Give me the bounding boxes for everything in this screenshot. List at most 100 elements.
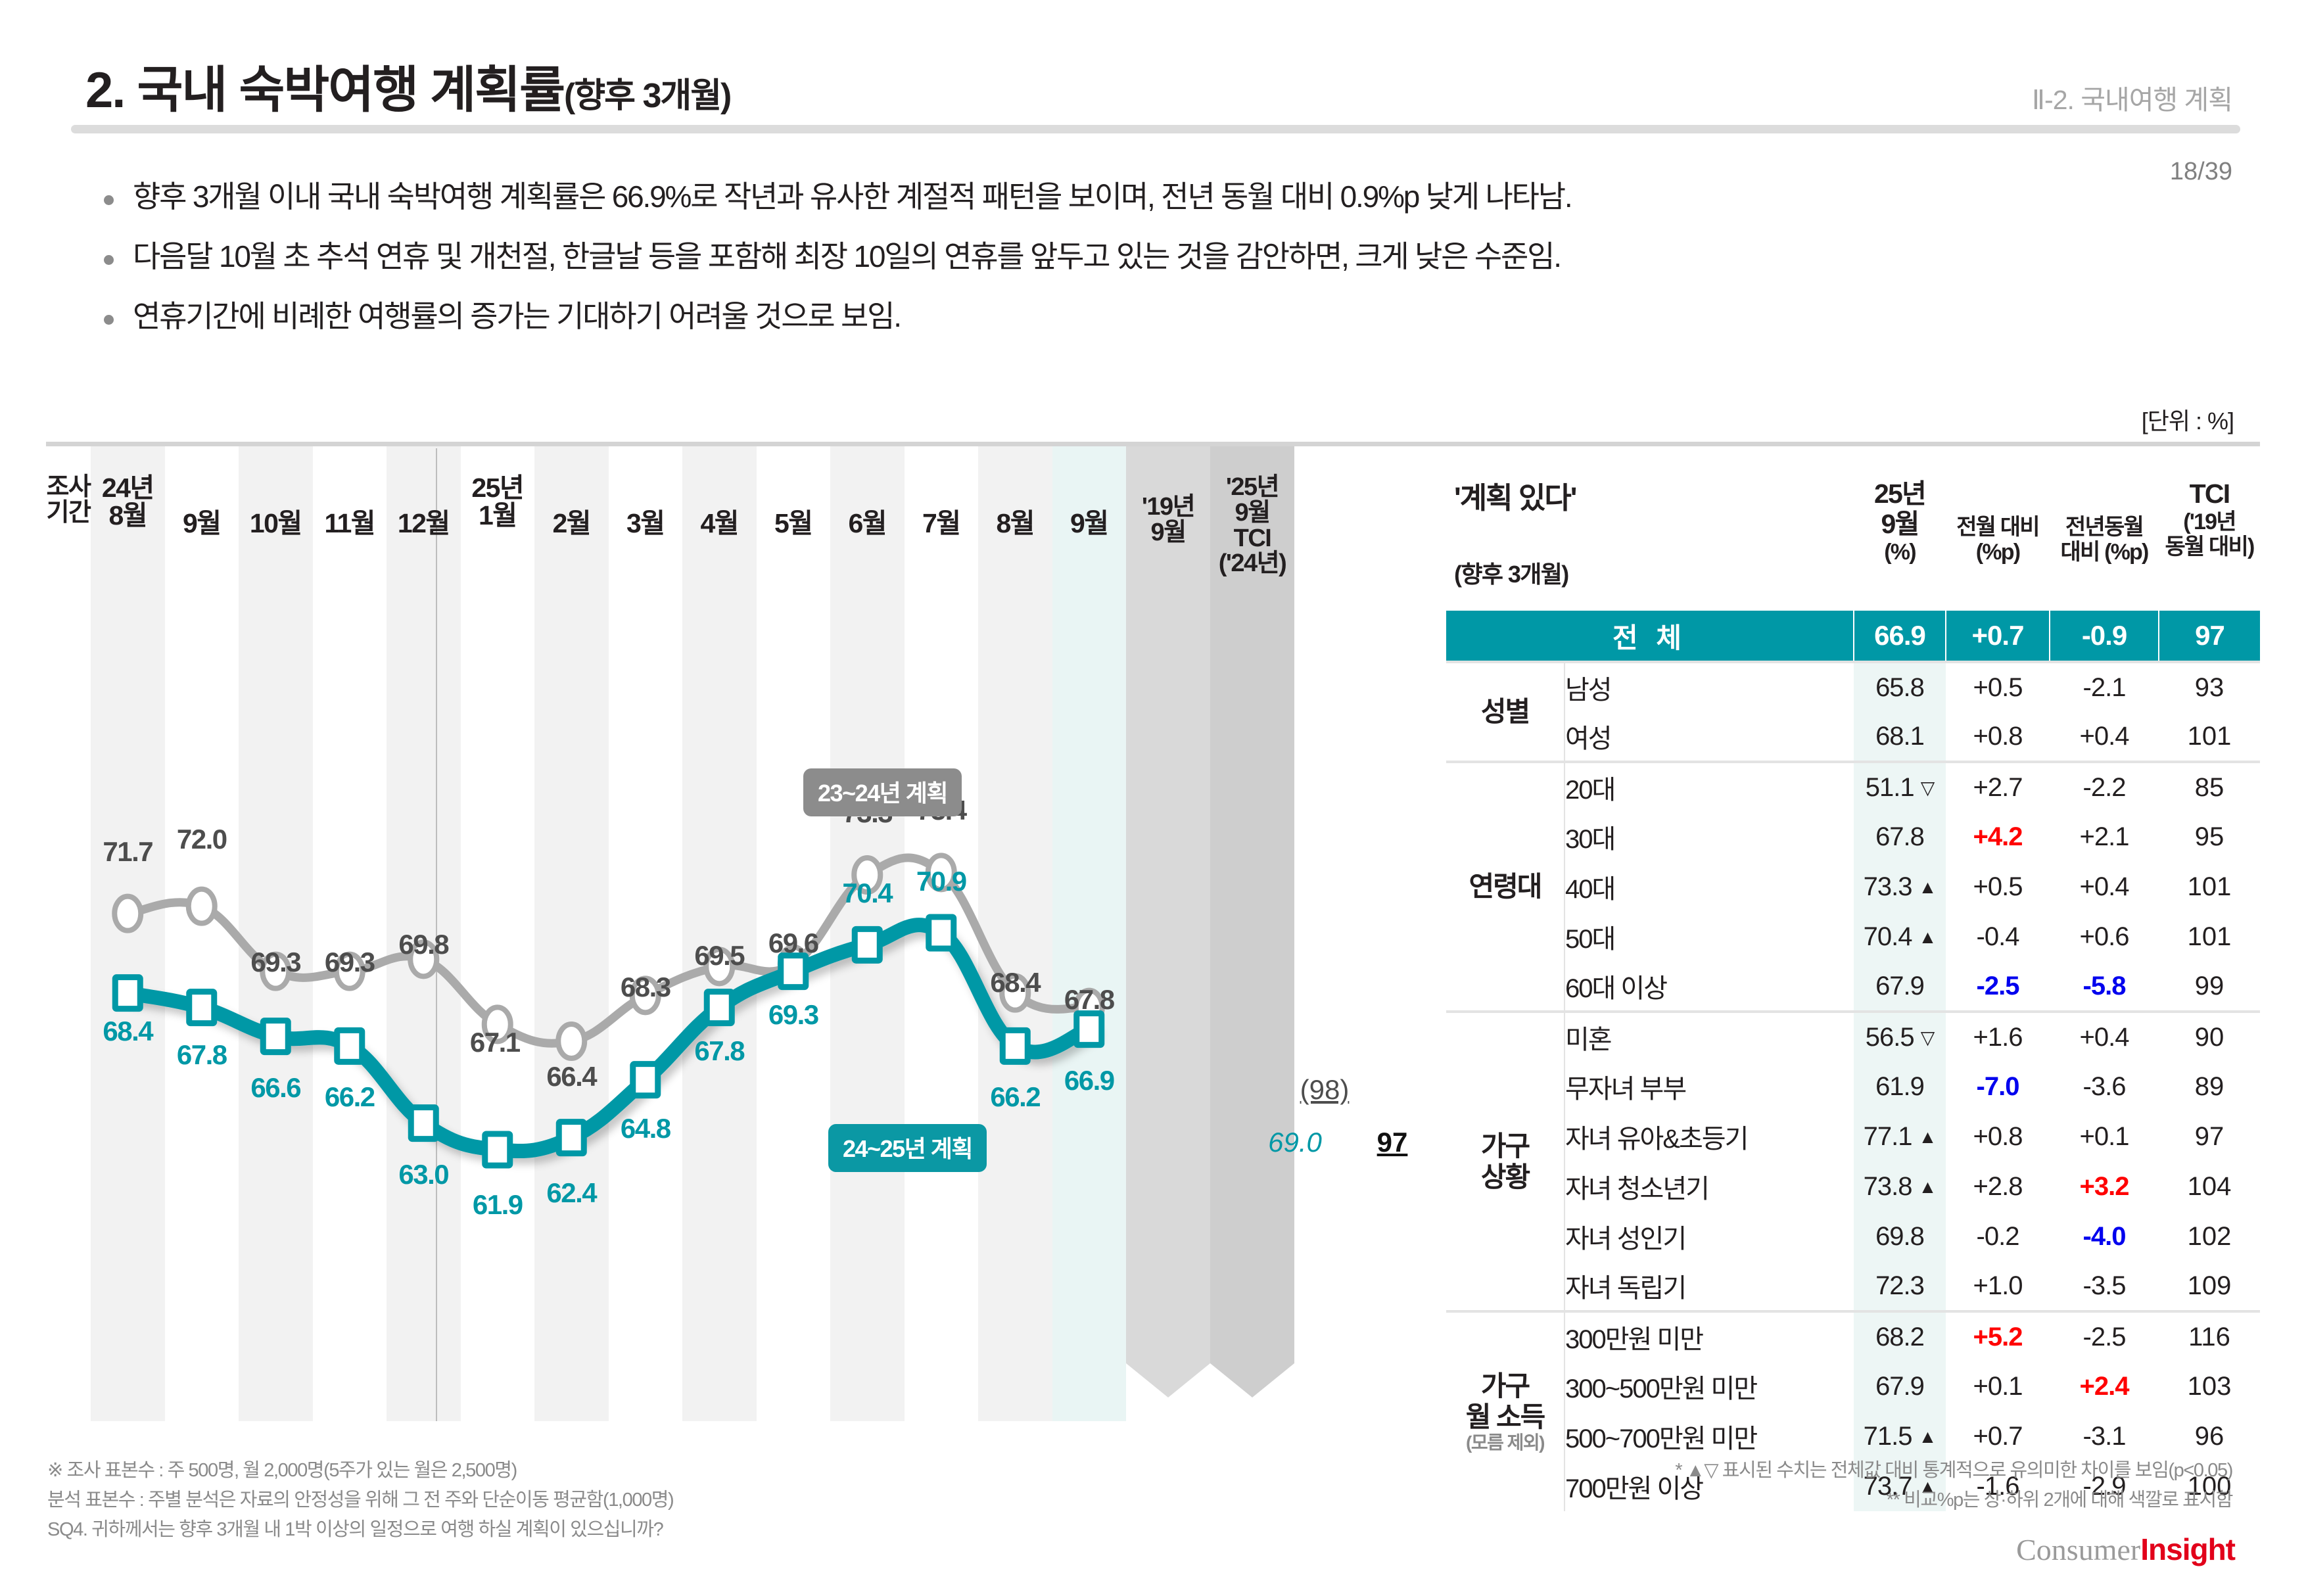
table-subtitle: (향후 3개월): [1454, 561, 1569, 588]
chart-month-band: [91, 446, 165, 1421]
chart-point-label: 67.8: [1064, 983, 1115, 1015]
row-yoy: +0.4: [2079, 872, 2130, 901]
chart-point-label: 67.1: [469, 1027, 521, 1058]
end-value-tci: 97: [1377, 1127, 1408, 1158]
chart-end-column-band: [1210, 446, 1294, 1363]
row-tci: 96: [2194, 1421, 2224, 1451]
footer-note: ※ 조사 표본수 : 주 500명, 월 2,000명(5주가 있는 월은 2,…: [47, 1460, 517, 1481]
chart-month-band: [239, 446, 313, 1421]
row-tci: 104: [2187, 1171, 2232, 1201]
row-mom: -2.5: [1976, 971, 2020, 1000]
chart-month-band: [460, 446, 534, 1421]
total-tci: 97: [2158, 611, 2260, 662]
row-value: 71.5 ▲: [1854, 1411, 1946, 1461]
footer-note: 분석 표본수 : 주별 분석은 자료의 안정성을 위해 그 전 주와 단순이동 …: [47, 1489, 674, 1511]
chart-point-label: 69.3: [324, 946, 375, 977]
title-underline-rule: [71, 125, 2240, 133]
col-head-yoy: 전년동월 대비 (%p): [2060, 515, 2149, 565]
total-yoy: -0.9: [2049, 611, 2159, 662]
chart-end-column-band: [1126, 446, 1210, 1363]
row-label: 300~500만원 미만: [1565, 1374, 1758, 1403]
chart-point-label: 69.5: [694, 940, 745, 972]
chart-top-rule: [46, 442, 1446, 446]
row-mom: +0.8: [1973, 721, 2023, 751]
chart-column-header: '25년 9월 TCI ('24년): [1218, 473, 1287, 578]
unit-label: [단위 : %]: [2141, 408, 2234, 434]
chart-point-label: 70.4: [842, 878, 893, 909]
row-yoy: -2.5: [2050, 1310, 2159, 1361]
chart-point-label: 66.4: [546, 1061, 597, 1092]
table-row: 300~500만원 미만 67.9 +0.1 +2.4 103: [1446, 1361, 2260, 1411]
footer-note: SQ4. 귀하께서는 향후 3개월 내 1박 이상의 일정으로 여행 하실 계획…: [47, 1518, 664, 1540]
chart-month-band: [608, 446, 682, 1421]
table-group-label: 가구 상황: [1446, 1010, 1565, 1311]
row-label: 여성: [1565, 724, 1612, 753]
end-value-19-gray: (98): [1300, 1074, 1350, 1105]
chart-plot-svg: [112, 853, 1105, 1169]
row-mom: +2.7: [1946, 761, 2050, 812]
row-yoy: +0.1: [2079, 1121, 2130, 1151]
page-title: 2. 국내 숙박여행 계획률(향후 3개월): [85, 49, 732, 122]
row-value: 70.4 ▲: [1854, 912, 1946, 962]
list-item: 연휴기간에 비례한 여행률의 증가는 기대하기 어려울 것으로 보임.: [92, 297, 2248, 336]
row-yoy: +2.4: [2079, 1371, 2130, 1401]
table-row: 자녀 독립기 72.3 +1.0 -3.5 109: [1446, 1261, 2260, 1311]
row-value: 68.2: [1854, 1310, 1946, 1361]
list-item: 향후 3개월 이내 국내 숙박여행 계획률은 66.9%로 작년과 유사한 계절…: [92, 177, 2248, 216]
table-group-label: 성별: [1446, 661, 1565, 762]
row-value: 67.9: [1854, 1361, 1946, 1411]
row-value: 73.7 ▲: [1854, 1461, 1946, 1511]
table-row: 30대 67.8 +4.2 +2.1 95: [1446, 812, 2260, 862]
row-label: 자녀 청소년기: [1565, 1175, 1710, 1204]
bullet-dot-icon: [104, 254, 114, 265]
table-row: 자녀 청소년기 73.8 ▲ +2.8 +3.2 104: [1446, 1162, 2260, 1211]
table-row: 여성 68.1 +0.8 +0.4 101: [1446, 712, 2260, 762]
chart-month-band: [1052, 446, 1126, 1421]
table-row: 40대 73.3 ▲ +0.5 +0.4 101: [1446, 862, 2260, 912]
row-mom: +4.2: [1973, 822, 2023, 851]
row-mom: -0.2: [1976, 1221, 2020, 1251]
table-top-rule: [1446, 442, 2260, 446]
row-tci: 100: [2187, 1471, 2232, 1501]
chart-column-header: 12월: [397, 508, 450, 538]
series-tag-24-25: 24~25년 계획: [828, 1124, 987, 1172]
chart-month-band: [387, 446, 461, 1421]
row-label: 미혼: [1565, 1010, 1854, 1062]
table-head-title-block: '계획 있다' (향후 3개월): [1446, 446, 1854, 611]
row-value: 77.1 ▲: [1854, 1112, 1946, 1162]
col-head-sep-value: 25년 9월 (%): [1874, 479, 1927, 565]
row-value: 61.9: [1854, 1062, 1946, 1112]
row-yoy: +2.1: [2079, 822, 2130, 851]
bullet-text: 다음달 10월 초 추석 연휴 및 개천절, 한글날 등을 포함해 최장 10일…: [133, 239, 1562, 273]
table-row: 500~700만원 미만 71.5 ▲ +0.7 -3.1 96: [1446, 1411, 2260, 1461]
row-value: 51.1 ▽: [1854, 761, 1946, 812]
chart-point-label: 66.6: [250, 1071, 301, 1103]
table-row: 무자녀 부부 61.9 -7.0 -3.6 89: [1446, 1062, 2260, 1112]
row-label: 무자녀 부부: [1565, 1075, 1687, 1104]
row-mom: -7.0: [1976, 1071, 2020, 1101]
footer-note: ** 비교%p는 상·하위 2개에 대해 색깔로 표시함: [1886, 1489, 2234, 1511]
summary-bullet-list: 향후 3개월 이내 국내 숙박여행 계획률은 66.9%로 작년과 유사한 계절…: [92, 177, 2248, 357]
chart-column-header: 10월: [249, 508, 302, 538]
total-value: 66.9: [1853, 611, 1946, 662]
list-item: 다음달 10월 초 추석 연휴 및 개천절, 한글날 등을 포함해 최장 10일…: [92, 237, 2248, 276]
table-row: 가구 상황 미혼 56.5 ▽ +1.6 +0.4 90: [1446, 1010, 2260, 1311]
row-tci: 90: [2159, 1010, 2260, 1062]
total-label: 전 체: [1446, 611, 1854, 662]
chart-point-label: 61.9: [472, 1189, 523, 1220]
chart-column-header: 8월: [996, 508, 1035, 538]
chart-end-column-arrow-icon: [1210, 1363, 1294, 1397]
row-mom: +1.6: [1946, 1010, 2050, 1062]
row-tci: 99: [2194, 971, 2224, 1000]
chart-column-header: 11월: [324, 508, 375, 538]
section-label: Ⅱ-2. 국내여행 계획: [2031, 85, 2233, 115]
chart-column-header: 25년 1월: [471, 473, 524, 530]
chart-point-label: 68.3: [620, 972, 671, 1003]
chart-column-header: 조사 기간: [46, 473, 91, 527]
consumer-insight-logo: ConsumerInsight: [2016, 1532, 2236, 1567]
chart-month-band: [164, 446, 239, 1421]
col-head-tci: TCI ('19년 동월 대비): [2165, 479, 2255, 559]
chart-column-header: 9월: [182, 508, 222, 538]
row-yoy: +0.4: [2050, 1010, 2159, 1062]
chart-column-header: 7월: [922, 508, 961, 538]
